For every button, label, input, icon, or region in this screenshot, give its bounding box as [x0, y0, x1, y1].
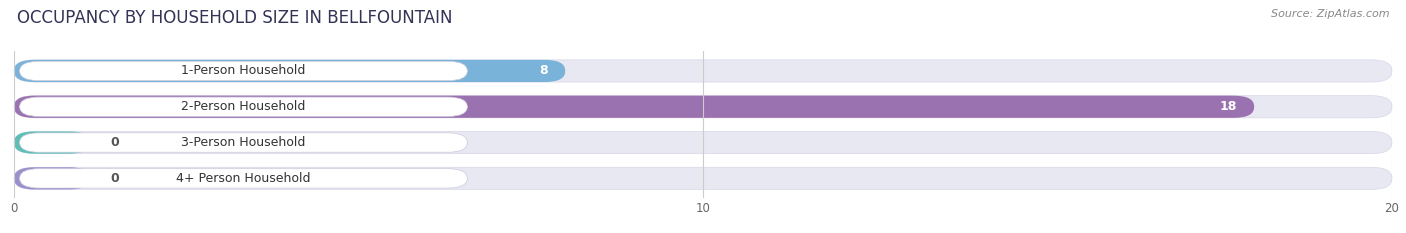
FancyBboxPatch shape — [14, 96, 1392, 118]
Text: 2-Person Household: 2-Person Household — [181, 100, 305, 113]
FancyBboxPatch shape — [14, 167, 1392, 189]
Text: 3-Person Household: 3-Person Household — [181, 136, 305, 149]
FancyBboxPatch shape — [14, 131, 90, 154]
FancyBboxPatch shape — [20, 61, 467, 81]
FancyBboxPatch shape — [14, 131, 1392, 154]
FancyBboxPatch shape — [14, 60, 1392, 82]
FancyBboxPatch shape — [14, 96, 1254, 118]
Text: Source: ZipAtlas.com: Source: ZipAtlas.com — [1271, 9, 1389, 19]
FancyBboxPatch shape — [20, 97, 467, 116]
Text: 18: 18 — [1219, 100, 1237, 113]
FancyBboxPatch shape — [20, 133, 467, 152]
FancyBboxPatch shape — [14, 167, 90, 189]
Text: 0: 0 — [111, 172, 120, 185]
Text: 4+ Person Household: 4+ Person Household — [176, 172, 311, 185]
Text: 0: 0 — [111, 136, 120, 149]
Text: OCCUPANCY BY HOUSEHOLD SIZE IN BELLFOUNTAIN: OCCUPANCY BY HOUSEHOLD SIZE IN BELLFOUNT… — [17, 9, 453, 27]
Text: 8: 8 — [540, 65, 548, 77]
FancyBboxPatch shape — [14, 60, 565, 82]
Text: 1-Person Household: 1-Person Household — [181, 65, 305, 77]
FancyBboxPatch shape — [20, 169, 467, 188]
